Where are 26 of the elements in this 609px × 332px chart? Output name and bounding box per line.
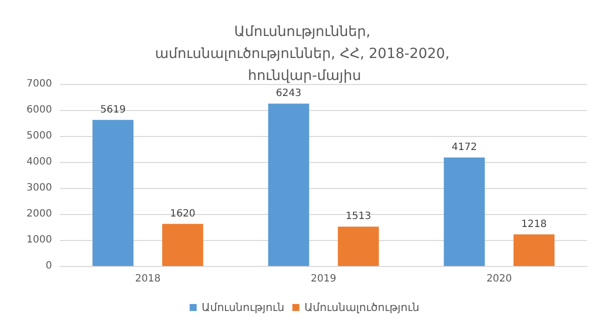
y-tick-label: 4000 bbox=[26, 156, 52, 168]
y-tick-label: 3000 bbox=[26, 182, 52, 194]
data-label: 1218 bbox=[521, 218, 547, 230]
y-tick-label: 2000 bbox=[26, 208, 52, 220]
y-tick-label: 0 bbox=[46, 260, 52, 272]
data-label: 5619 bbox=[100, 104, 126, 116]
x-tick-label: 2020 bbox=[486, 274, 512, 284]
bar bbox=[162, 224, 204, 266]
bar bbox=[92, 120, 134, 266]
y-tick-label: 6000 bbox=[26, 104, 52, 116]
bar bbox=[338, 226, 379, 266]
bar bbox=[444, 158, 485, 266]
data-label: 4172 bbox=[452, 142, 478, 154]
chart-title: Ամուսնություններ, ամուսնալուծություններ, ՀՀ, 2018-2020, հունվար-մայիս bbox=[155, 24, 454, 84]
bar bbox=[514, 234, 555, 266]
x-tick-label: 2018 bbox=[135, 274, 161, 284]
y-tick-label: 5000 bbox=[26, 130, 52, 142]
data-label: 6243 bbox=[276, 88, 302, 100]
bar bbox=[268, 104, 310, 266]
legend-label: Ամուսնալուծություն bbox=[304, 301, 420, 314]
data-label: 1620 bbox=[170, 208, 196, 220]
data-label: 1513 bbox=[346, 211, 372, 222]
x-tick-label: 2019 bbox=[310, 274, 336, 284]
legend-label: Ամուսնություն bbox=[202, 301, 284, 314]
y-tick-label: 7000 bbox=[26, 78, 52, 90]
y-tick-label: 1000 bbox=[26, 234, 52, 246]
